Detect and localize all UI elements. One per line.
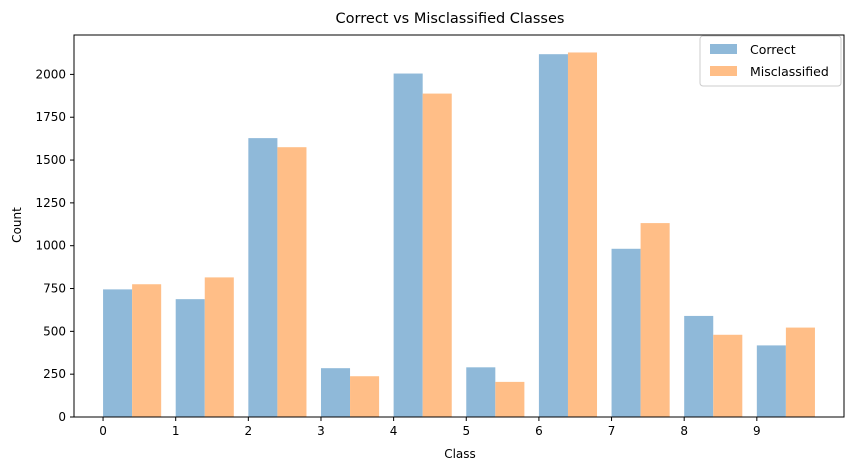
- y-tick-label: 1500: [35, 153, 66, 167]
- bar-correct-7: [611, 248, 641, 417]
- x-tick-label: 9: [753, 424, 761, 438]
- bar-misclassified-8: [713, 334, 743, 417]
- bar-correct-6: [538, 54, 568, 417]
- x-ticks-group: 0 1 2 3 4 5 6 7 8 9: [99, 417, 761, 438]
- x-axis-label: Class: [444, 447, 476, 461]
- bar-misclassified-5: [495, 381, 525, 417]
- x-tick-label: 4: [390, 424, 398, 438]
- x-tick-label: 2: [245, 424, 253, 438]
- bar-misclassified-0: [132, 284, 162, 417]
- bar-misclassified-9: [785, 327, 815, 417]
- bar-correct-1: [175, 299, 205, 417]
- legend: Correct Misclassified: [699, 35, 842, 87]
- x-tick-label: 3: [317, 424, 325, 438]
- bar-correct-5: [466, 367, 496, 417]
- legend-label-correct: Correct: [750, 42, 796, 57]
- legend-label-misclassified: Misclassified: [750, 64, 829, 79]
- bar-misclassified-2: [277, 147, 307, 417]
- y-tick-label: 250: [43, 367, 66, 381]
- bar-correct-4: [393, 73, 423, 417]
- bar-misclassified-3: [350, 376, 380, 417]
- legend-swatch-misclassified: [710, 66, 737, 76]
- y-tick-label: 2000: [35, 67, 66, 81]
- plot-frame: [73, 34, 845, 418]
- y-tick-label: 1750: [35, 110, 66, 124]
- bars-group: [103, 52, 815, 417]
- y-tick-label: 750: [43, 282, 66, 296]
- x-tick-label: 1: [172, 424, 180, 438]
- bar-correct-8: [684, 315, 714, 417]
- bar-misclassified-7: [640, 223, 670, 417]
- legend-swatch-correct: [710, 44, 737, 54]
- y-tick-label: 1000: [35, 239, 66, 253]
- y-axis-label: Count: [10, 207, 24, 243]
- axes-group: [73, 34, 845, 418]
- bar-correct-2: [248, 138, 278, 417]
- y-tick-label: 500: [43, 324, 66, 338]
- bar-misclassified-4: [422, 93, 452, 417]
- y-tick-label: 0: [58, 410, 66, 424]
- x-tick-label: 0: [99, 424, 107, 438]
- chart-title: Correct vs Misclassified Classes: [336, 11, 565, 27]
- bar-correct-3: [320, 368, 351, 417]
- x-tick-label: 5: [462, 424, 470, 438]
- bar-misclassified-1: [204, 277, 234, 417]
- bar-misclassified-6: [567, 52, 598, 417]
- y-ticks-group: 0 250 500 750 1000 1250 1500 1750 2000: [35, 67, 74, 424]
- x-tick-label: 7: [608, 424, 616, 438]
- y-tick-label: 1250: [35, 196, 66, 210]
- x-tick-label: 8: [680, 424, 688, 438]
- x-tick-label: 6: [535, 424, 543, 438]
- bar-correct-9: [756, 345, 786, 417]
- bar-correct-0: [103, 289, 133, 417]
